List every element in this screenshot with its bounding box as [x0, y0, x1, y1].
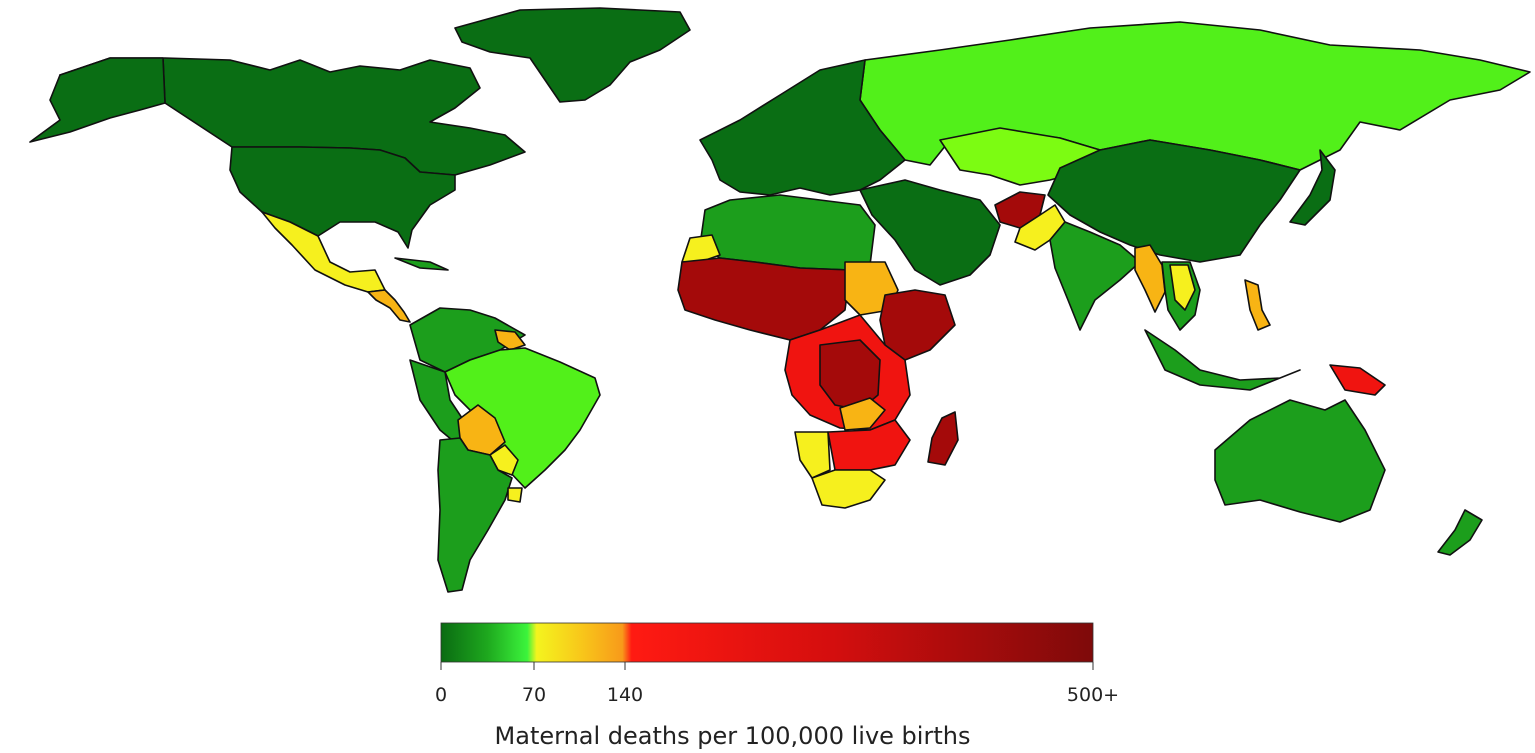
country-australia	[1214, 399, 1386, 523]
country-zambia	[839, 397, 886, 431]
legend-tick-label: 0	[434, 684, 448, 706]
legend-color-bar	[440, 622, 1094, 663]
legend-title-text: Maternal deaths per 100,000 live births	[494, 722, 971, 750]
region-middle-east	[859, 179, 1001, 286]
country-greenland	[454, 7, 691, 103]
country-india	[1049, 221, 1141, 331]
country-philippines	[1244, 279, 1271, 331]
country-south-africa	[811, 469, 886, 509]
legend-tick-label: 140	[606, 684, 644, 706]
legend-title: Maternal deaths per 100,000 live births	[0, 722, 1535, 750]
countries	[29, 7, 1531, 593]
region-central-america	[367, 289, 411, 323]
country-laos	[1169, 264, 1196, 311]
country-usa-alaska	[29, 57, 166, 143]
legend-tick-label: 500+	[1066, 684, 1120, 706]
country-madagascar	[927, 411, 959, 466]
country-argentina	[437, 437, 513, 593]
legend-ticks	[440, 662, 1094, 670]
legend-tick-label: 70	[521, 684, 547, 706]
region-europe	[699, 59, 906, 196]
country-new-zealand	[1437, 509, 1483, 556]
country-cuba	[394, 257, 449, 271]
country-guyana-suriname	[494, 329, 526, 351]
country-papua-new-guinea	[1329, 364, 1386, 396]
country-myanmar	[1134, 244, 1166, 313]
country-japan	[1289, 149, 1336, 226]
country-indonesia	[1144, 329, 1301, 391]
country-uruguay	[507, 487, 523, 503]
country-namibia	[794, 431, 831, 479]
country-china	[1047, 139, 1301, 263]
legend	[440, 622, 1094, 670]
region-horn-of-africa	[879, 289, 956, 361]
country-canada	[59, 57, 526, 176]
